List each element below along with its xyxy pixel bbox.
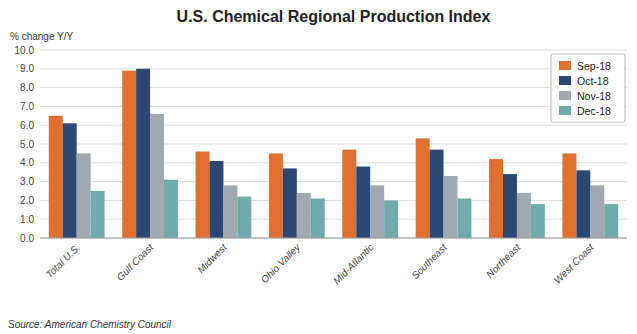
bar xyxy=(223,185,237,238)
x-tick-label: Mid-Atlantic xyxy=(331,242,376,287)
bar xyxy=(164,180,178,238)
title: U.S. Chemical Regional Production Index xyxy=(177,8,491,25)
y-tick-label: 3.0 xyxy=(20,176,34,187)
y-tick-label: 4.0 xyxy=(20,157,34,168)
bar xyxy=(150,114,164,238)
bar xyxy=(430,150,444,238)
y-tick-label: 2.0 xyxy=(20,195,34,206)
x-tick-label: West Coast xyxy=(552,241,597,286)
bar xyxy=(458,199,472,238)
bar xyxy=(370,185,384,238)
y-tick-label: 6.0 xyxy=(20,120,34,131)
bar xyxy=(416,138,430,238)
bar xyxy=(590,185,604,238)
legend-label: Oct-18 xyxy=(577,75,609,87)
bar xyxy=(91,191,105,238)
legend: Sep-18 Oct-18 Nov-18 Dec-18 xyxy=(551,54,625,122)
bar xyxy=(503,174,517,238)
x-tick-label: Northeast xyxy=(484,241,523,280)
x-tick-label: Total U.S. xyxy=(44,242,83,281)
legend-swatch xyxy=(559,76,571,85)
x-tick-label: Southeast xyxy=(409,241,449,281)
source-note: Source: American Chemistry Council xyxy=(8,319,172,330)
bar xyxy=(63,123,77,238)
legend-swatch xyxy=(559,91,571,100)
x-tick-label: Gulf Coast xyxy=(114,241,156,283)
bar xyxy=(384,200,398,238)
legend-swatch xyxy=(559,106,571,115)
x-axis-line xyxy=(40,238,627,239)
legend-label: Sep-18 xyxy=(577,60,611,72)
bar xyxy=(196,152,210,238)
grid xyxy=(40,50,627,238)
y-tick-label: 9.0 xyxy=(20,63,34,74)
y-tick-label: 5.0 xyxy=(20,139,34,150)
x-tick-label: Midwest xyxy=(195,241,230,276)
y-tick-label: 10.0 xyxy=(15,45,35,56)
bar xyxy=(209,161,223,238)
bar xyxy=(489,159,503,238)
y-tick-label: 7.0 xyxy=(20,101,34,112)
bar xyxy=(576,170,590,238)
bar xyxy=(269,153,283,238)
bar xyxy=(237,197,251,238)
y-tick-label: 1.0 xyxy=(20,214,34,225)
bar xyxy=(356,167,370,238)
grid-line xyxy=(40,50,627,51)
y-tick-label: 0.0 xyxy=(20,233,34,244)
bar xyxy=(311,199,325,238)
legend-box xyxy=(551,54,625,122)
bar xyxy=(562,153,576,238)
bar xyxy=(342,150,356,238)
grid-line xyxy=(40,68,627,69)
bars xyxy=(49,69,618,238)
legend-swatch xyxy=(559,61,571,70)
legend-label: Dec-18 xyxy=(577,105,611,117)
legend-label: Nov-18 xyxy=(577,90,611,102)
bar xyxy=(136,69,150,238)
x-tick-label: Ohio Valley xyxy=(259,241,303,285)
bar xyxy=(283,168,297,238)
bar xyxy=(77,153,91,238)
bar xyxy=(49,116,63,238)
bar xyxy=(531,204,545,238)
bar xyxy=(297,193,311,238)
chart: U.S. Chemical Regional Production Index%… xyxy=(0,0,637,334)
bar xyxy=(122,71,136,238)
grid-line xyxy=(40,238,627,239)
bar xyxy=(604,204,618,238)
bar xyxy=(444,176,458,238)
y-axis-label: % change Y/Y xyxy=(10,31,74,42)
y-tick-label: 8.0 xyxy=(20,82,34,93)
bar xyxy=(517,193,531,238)
